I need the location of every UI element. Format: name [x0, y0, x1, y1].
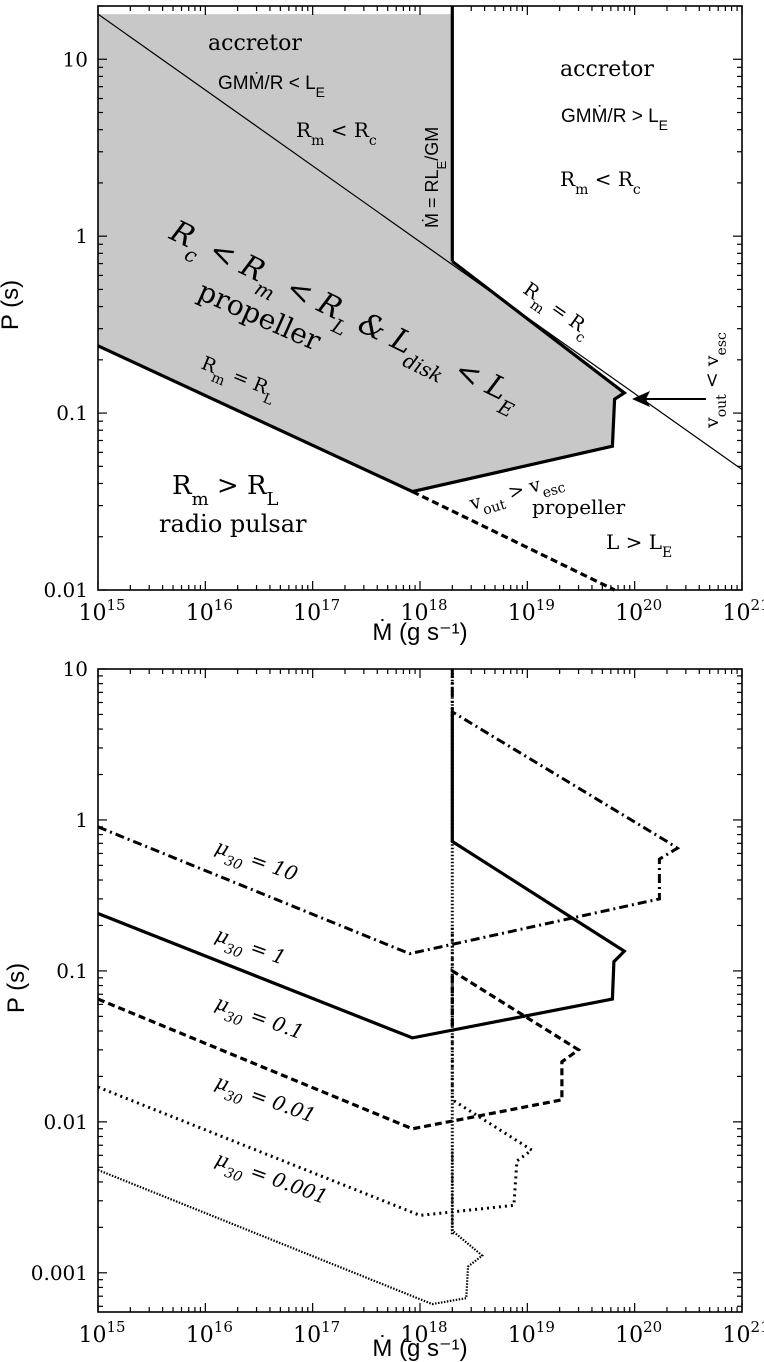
- propeller-region: [98, 14, 625, 492]
- bottom-panel: 1015 1016 1017 1018 1019 1020 1021 0.001 0.01 0.1…: [3, 657, 764, 1362]
- bottom-xtick-label: 1018: [400, 1318, 447, 1348]
- l-gt-le-label: L > LE: [606, 530, 672, 561]
- radio-pulsar-label: radio pulsar: [159, 510, 307, 538]
- top-ytick-label: 10: [63, 47, 88, 71]
- rm-lt-rc-right-label: Rm < Rc: [560, 167, 641, 198]
- bottom-plot-frame: [97, 668, 743, 1313]
- bottom-xtick-label: 1017: [293, 1318, 340, 1348]
- bottom-series-2: [97, 968, 582, 1131]
- top-series-3: [411, 490, 616, 592]
- top-xtick-label: 1019: [508, 596, 555, 626]
- top-xtick-label: 1015: [78, 596, 125, 626]
- arrow-head-icon: [632, 391, 650, 407]
- bottom-series-4: [97, 1145, 484, 1306]
- top-xtick-label: 1017: [293, 596, 340, 626]
- mu30-0.1-label: μ30 = 0.1: [210, 990, 307, 1051]
- top-ytick-label: 1: [75, 224, 88, 248]
- accretor-right-label: accretor: [560, 57, 654, 82]
- top-series-2: [97, 260, 628, 494]
- bottom-xtick-label: 1020: [615, 1318, 662, 1348]
- bottom-x-axis-label: Ṁ (g s⁻¹): [372, 1335, 467, 1362]
- bottom-series-3: [97, 925, 535, 1217]
- bottom-xtick-label: 1016: [186, 1318, 233, 1348]
- bottom-ytick-label: 0.1: [56, 959, 88, 983]
- top-xtick-label: 1016: [186, 596, 233, 626]
- rm-gt-rl-label: Rm > RL: [172, 471, 279, 510]
- edd-vertical-label: Ṁ = RLE/GM: [422, 127, 449, 228]
- bottom-series-0: [97, 669, 681, 956]
- bottom-series-1: [97, 711, 627, 1040]
- top-series-0: [97, 13, 743, 470]
- bottom-xtick-label: 1019: [508, 1318, 555, 1348]
- top-xtick-label: 1018: [400, 596, 447, 626]
- top-ytick-label: 0.01: [43, 578, 88, 602]
- mu30-0.01-label: μ30 = 0.01: [210, 1069, 319, 1134]
- mu30-0.001-label: μ30 = 0.001: [210, 1146, 331, 1215]
- bottom-ytick-label: 0.01: [43, 1110, 88, 1134]
- bottom-y-axis-label: P (s): [3, 963, 30, 1013]
- rm-lt-rc-left-label: Rm < Rc: [296, 118, 377, 149]
- bottom-ytick-label: 10: [63, 657, 88, 681]
- top-xtick-label: 1020: [615, 596, 662, 626]
- gmm-lt-label: GMṀ/R < LE: [218, 73, 325, 100]
- vout-lt-vesc-label: vout < vesc: [701, 332, 730, 429]
- top-panel: 1015 1016 1017 1018 1019 1020 1021 0.01 0.1 1 10 a…: [0, 5, 764, 646]
- top-xtick-label: 1021: [722, 596, 764, 626]
- top-ytick-label: 0.1: [56, 401, 88, 425]
- top-y-axis-label: P (s): [0, 280, 24, 330]
- mu30-1-label: μ30 = 1: [210, 922, 289, 976]
- bottom-ytick-label: 1: [75, 808, 88, 832]
- top-x-axis-label: Ṁ (g s⁻¹): [372, 619, 467, 646]
- bottom-xtick-label: 1021: [722, 1318, 764, 1348]
- accretor-left-label: accretor: [208, 31, 302, 56]
- bottom-xtick-label: 1015: [78, 1318, 125, 1348]
- arrow-pointer: [632, 391, 706, 407]
- gmm-gt-label: GMṀ/R > LE: [561, 106, 668, 133]
- propeller-right-label: propeller: [532, 495, 626, 519]
- bottom-ytick-label: 0.001: [31, 1261, 88, 1285]
- mu30-10-label: μ30 = 10: [210, 834, 301, 893]
